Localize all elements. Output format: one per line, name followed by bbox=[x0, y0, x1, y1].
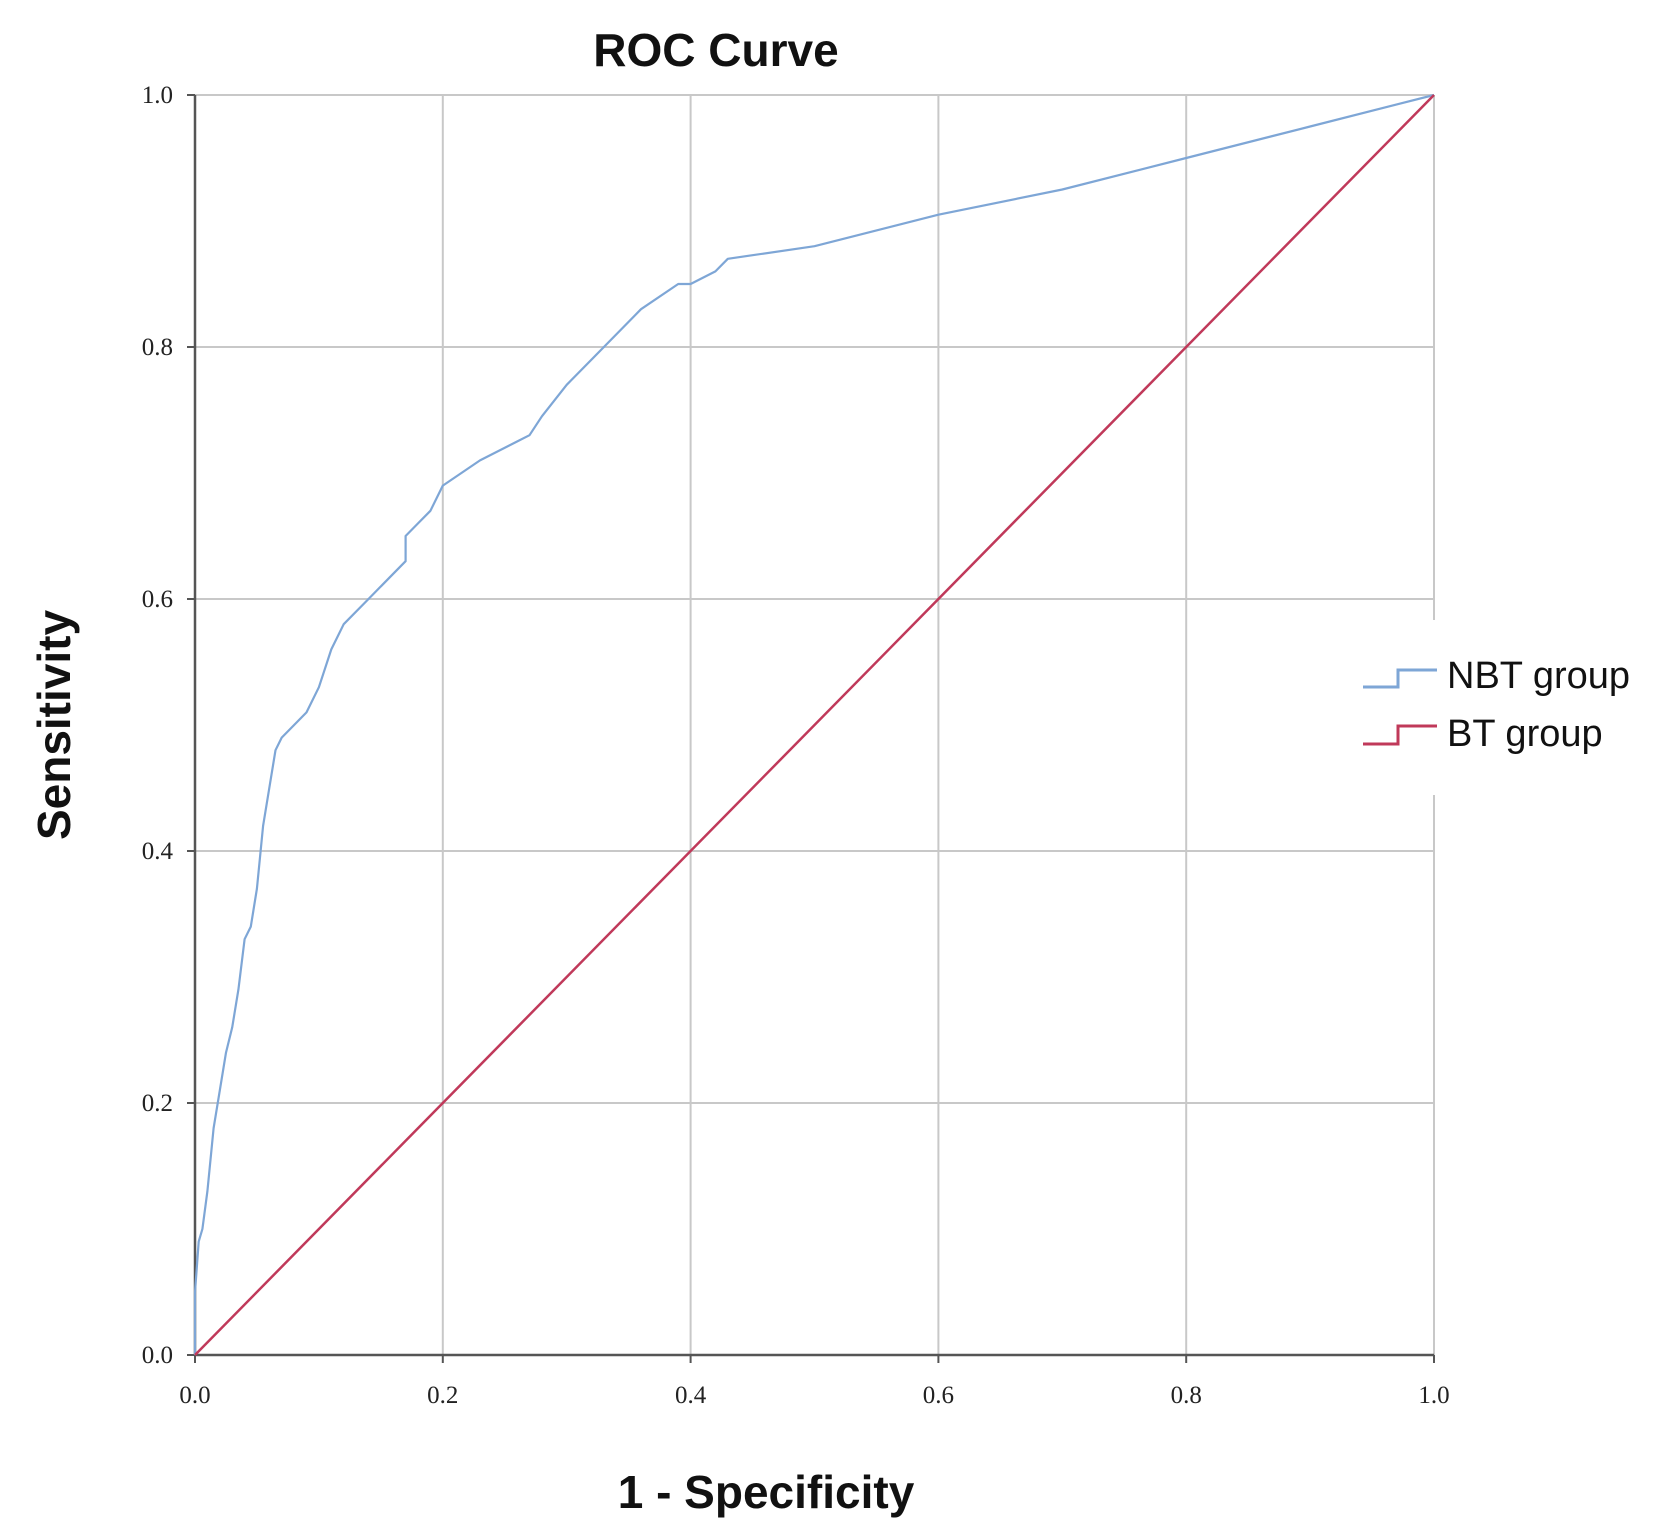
x-tick-label: 0.0 bbox=[179, 1382, 210, 1409]
y-tick-label: 0.6 bbox=[142, 586, 173, 613]
y-tick-label: 0.2 bbox=[142, 1090, 173, 1117]
y-tick-label: 1.0 bbox=[142, 82, 173, 109]
y-tick-label: 0.4 bbox=[142, 838, 174, 865]
legend-swatch-bt-group bbox=[1363, 724, 1437, 746]
legend-swatch-nbt-group bbox=[1363, 668, 1437, 689]
series-line-nbt-group bbox=[193, 93, 1435, 1355]
legend-label-bt-group: BT group bbox=[1447, 713, 1603, 755]
chart-title: ROC Curve bbox=[593, 24, 838, 76]
y-axis-label: Sensitivity bbox=[28, 610, 80, 841]
x-tick-label: 0.4 bbox=[675, 1382, 707, 1409]
tick-labels: 0.0 0.2 0.4 0.6 0.8 1.0 0.0 0.2 0.4 0.6 0.8 1.0 bbox=[142, 82, 1450, 1409]
legend-background bbox=[1355, 620, 1667, 795]
x-tick-label: 0.2 bbox=[427, 1382, 458, 1409]
x-axis-label: 1 - Specificity bbox=[618, 1466, 915, 1518]
legend: NBT group BT group bbox=[1355, 620, 1667, 795]
x-tick-label: 0.8 bbox=[1171, 1382, 1202, 1409]
axes bbox=[187, 94, 1435, 1363]
y-tick-label: 0.0 bbox=[142, 1342, 173, 1369]
series-line-bt-group bbox=[194, 94, 1435, 1356]
series-lines bbox=[193, 93, 1435, 1356]
x-tick-label: 1.0 bbox=[1418, 1382, 1449, 1409]
legend-label-nbt-group: NBT group bbox=[1447, 655, 1630, 697]
x-tick-label: 0.6 bbox=[923, 1382, 954, 1409]
y-tick-label: 0.8 bbox=[142, 334, 173, 361]
